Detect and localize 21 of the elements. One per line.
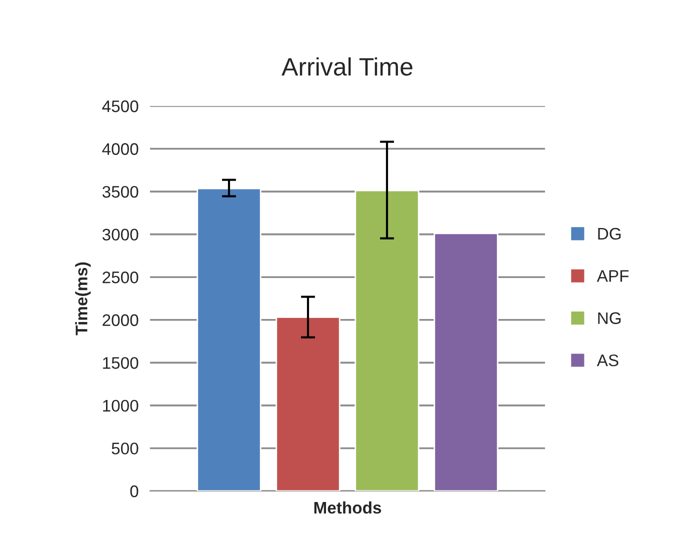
y-tick-label: 1000 — [103, 400, 138, 412]
y-tick-label: 2500 — [102, 272, 138, 284]
bar — [196, 188, 262, 491]
y-tick-label: 3000 — [102, 228, 138, 241]
legend-label: AS — [596, 354, 618, 366]
chart-title: Arrival Time — [282, 57, 412, 76]
y-tick-label: 500 — [112, 442, 138, 454]
legend-label: NG — [598, 312, 621, 324]
legend-label: APF — [596, 270, 629, 282]
y-tick-label: 0 — [130, 485, 138, 498]
y-tick-label: 2000 — [102, 314, 138, 326]
y-tick-label: 4000 — [102, 143, 138, 155]
y-tick-label: 3500 — [102, 186, 138, 198]
y-axis-title: Time(ms) — [75, 262, 91, 336]
legend-label: DG — [598, 228, 621, 240]
bar — [276, 316, 340, 491]
bar — [354, 190, 420, 491]
x-axis-title: Methods — [314, 501, 382, 514]
bar — [434, 232, 498, 491]
y-tick-label: 1500 — [103, 357, 138, 369]
y-tick-label: 4500 — [102, 100, 138, 112]
